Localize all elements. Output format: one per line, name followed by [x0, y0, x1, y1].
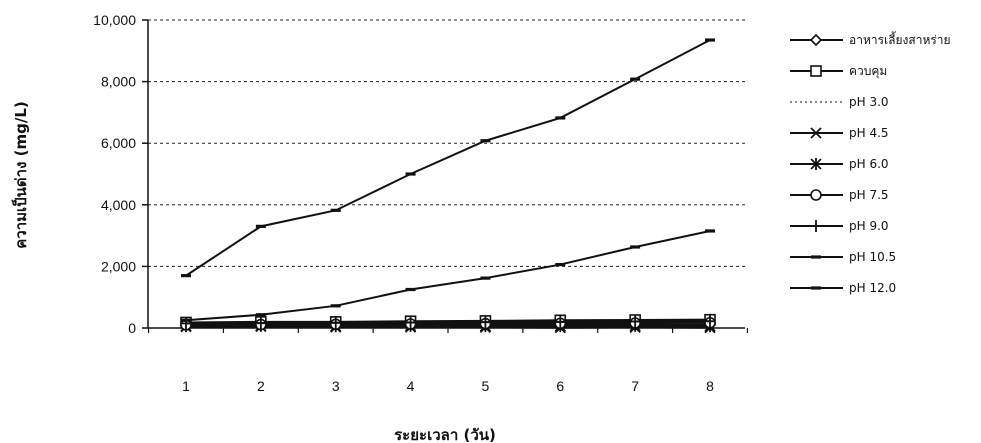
data-point [256, 317, 265, 330]
data-point [810, 158, 822, 170]
legend-item: pH 7.5 [790, 188, 889, 202]
data-point [406, 316, 415, 329]
legend-item: pH 4.5 [790, 126, 889, 140]
y-tick-labels: 0 2,000 4,000 6,000 8,000 10,000 [93, 12, 136, 336]
y-tick-label: 6,000 [101, 135, 136, 151]
y-tick-label: 0 [128, 320, 136, 336]
legend-label: pH 9.0 [849, 219, 889, 233]
data-point [481, 316, 490, 329]
legend-label: pH 6.0 [849, 157, 889, 171]
y-tick-label: 2,000 [101, 258, 136, 274]
series-line [185, 39, 711, 277]
x-tick-label: 2 [257, 378, 265, 394]
y-axis-title: ความเป็นด่าง (mg/L) [11, 101, 30, 249]
x-tick-labels: 1 2 3 4 5 6 7 8 [182, 378, 714, 394]
legend-label: ควบคุม [849, 64, 887, 79]
series-line [185, 320, 711, 325]
x-tick-label: 6 [556, 378, 564, 394]
series-9 [181, 38, 715, 278]
x-tick-label: 3 [332, 378, 340, 394]
y-tick-label: 4,000 [101, 197, 136, 213]
series-7 [182, 315, 714, 330]
legend-item: pH 6.0 [790, 157, 889, 171]
data-point [631, 315, 640, 328]
legend-item: pH 3.0 [790, 95, 889, 109]
series-line [185, 230, 711, 322]
x-axis-title: ระยะเวลา (วัน) [394, 426, 496, 443]
x-tick-label: 1 [182, 378, 190, 394]
series-8 [181, 229, 715, 322]
data-point [810, 127, 822, 139]
data-point [812, 220, 820, 232]
legend-item: pH 10.5 [790, 250, 896, 264]
x-tick-label: 7 [631, 378, 639, 394]
legend-label: pH 4.5 [849, 126, 889, 140]
series-group [179, 38, 717, 334]
legend-label: pH 12.0 [849, 281, 896, 295]
data-point [810, 65, 822, 77]
legend-label: pH 7.5 [849, 188, 889, 202]
y-tick-label: 8,000 [101, 74, 136, 90]
legend-item: อาหารเลี้ยงสาหร่าย [790, 31, 951, 47]
legend-label: อาหารเลี้ยงสาหร่าย [849, 31, 951, 47]
legend-item: ควบคุม [790, 64, 887, 79]
legend-item: pH 9.0 [790, 219, 889, 233]
data-point [331, 316, 340, 329]
y-tick-label: 10,000 [93, 12, 136, 28]
x-tick-label: 8 [706, 378, 714, 394]
x-tick-label: 5 [482, 378, 490, 394]
legend-label: pH 3.0 [849, 95, 889, 109]
legend-item: pH 12.0 [790, 281, 896, 295]
data-point [706, 315, 714, 328]
series-line [185, 318, 711, 324]
data-point [556, 315, 565, 328]
series-line [185, 321, 711, 326]
data-point [809, 33, 823, 47]
grid-lines [148, 19, 745, 267]
x-tick-label: 4 [407, 378, 415, 394]
data-point [810, 189, 822, 201]
legend-label: pH 10.5 [849, 250, 896, 264]
